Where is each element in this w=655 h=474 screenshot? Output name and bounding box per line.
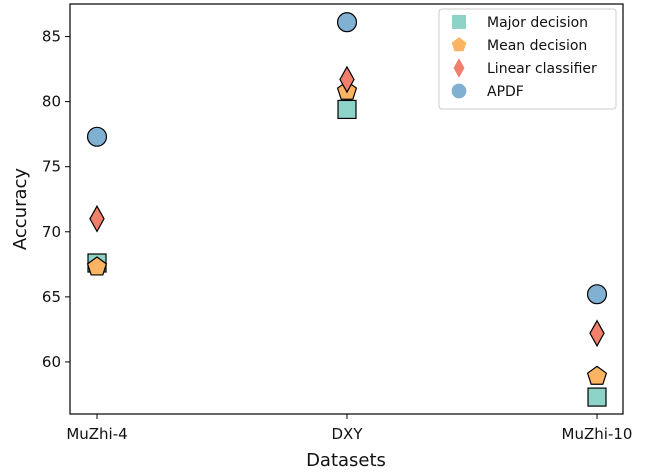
- data-point-circle: [86, 126, 108, 147]
- legend-label: Mean decision: [487, 38, 587, 54]
- data-point-square: [337, 99, 357, 120]
- data-point-pentagon: [86, 256, 108, 276]
- legend-marker-circle: [451, 83, 467, 99]
- marks-layer: [86, 12, 608, 407]
- ticks-layer: 60 65 70 75 80 85 MuZhi-4 DXY MuZhi-10: [42, 28, 633, 443]
- data-point-diamond: [589, 319, 605, 348]
- data-point-diamond: [339, 65, 355, 94]
- y-tick-label: 60: [42, 353, 61, 371]
- x-tick-label: MuZhi-4: [66, 425, 127, 443]
- legend: Major decision Mean decision Linear classi…: [438, 8, 617, 110]
- data-point-circle: [336, 12, 358, 33]
- y-tick-label: 70: [42, 223, 61, 241]
- legend-box: [438, 8, 617, 110]
- y-axis-label: Accuracy: [10, 168, 31, 251]
- y-tick-label: 65: [42, 288, 61, 306]
- legend-label: APDF: [487, 84, 524, 100]
- data-point-diamond: [89, 204, 105, 233]
- x-axis-label: Datasets: [306, 450, 386, 471]
- y-tick-label: 75: [42, 158, 61, 176]
- x-tick-label: DXY: [332, 425, 364, 443]
- y-tick-label: 85: [42, 28, 61, 46]
- legend-marker-square: [452, 15, 466, 29]
- y-tick-label: 80: [42, 93, 61, 111]
- plot-frame: [69, 3, 624, 415]
- legend-label: Linear classifier: [487, 61, 597, 77]
- legend-entries: Major decision Mean decision Linear classi…: [451, 15, 597, 100]
- data-point-circle: [586, 284, 608, 305]
- legend-label: Major decision: [487, 15, 588, 31]
- legend-marker-pentagon: [451, 37, 467, 52]
- data-point-pentagon: [586, 365, 608, 385]
- data-point-square: [587, 387, 607, 407]
- x-tick-label: MuZhi-10: [562, 425, 633, 443]
- legend-marker-diamond: [453, 58, 465, 78]
